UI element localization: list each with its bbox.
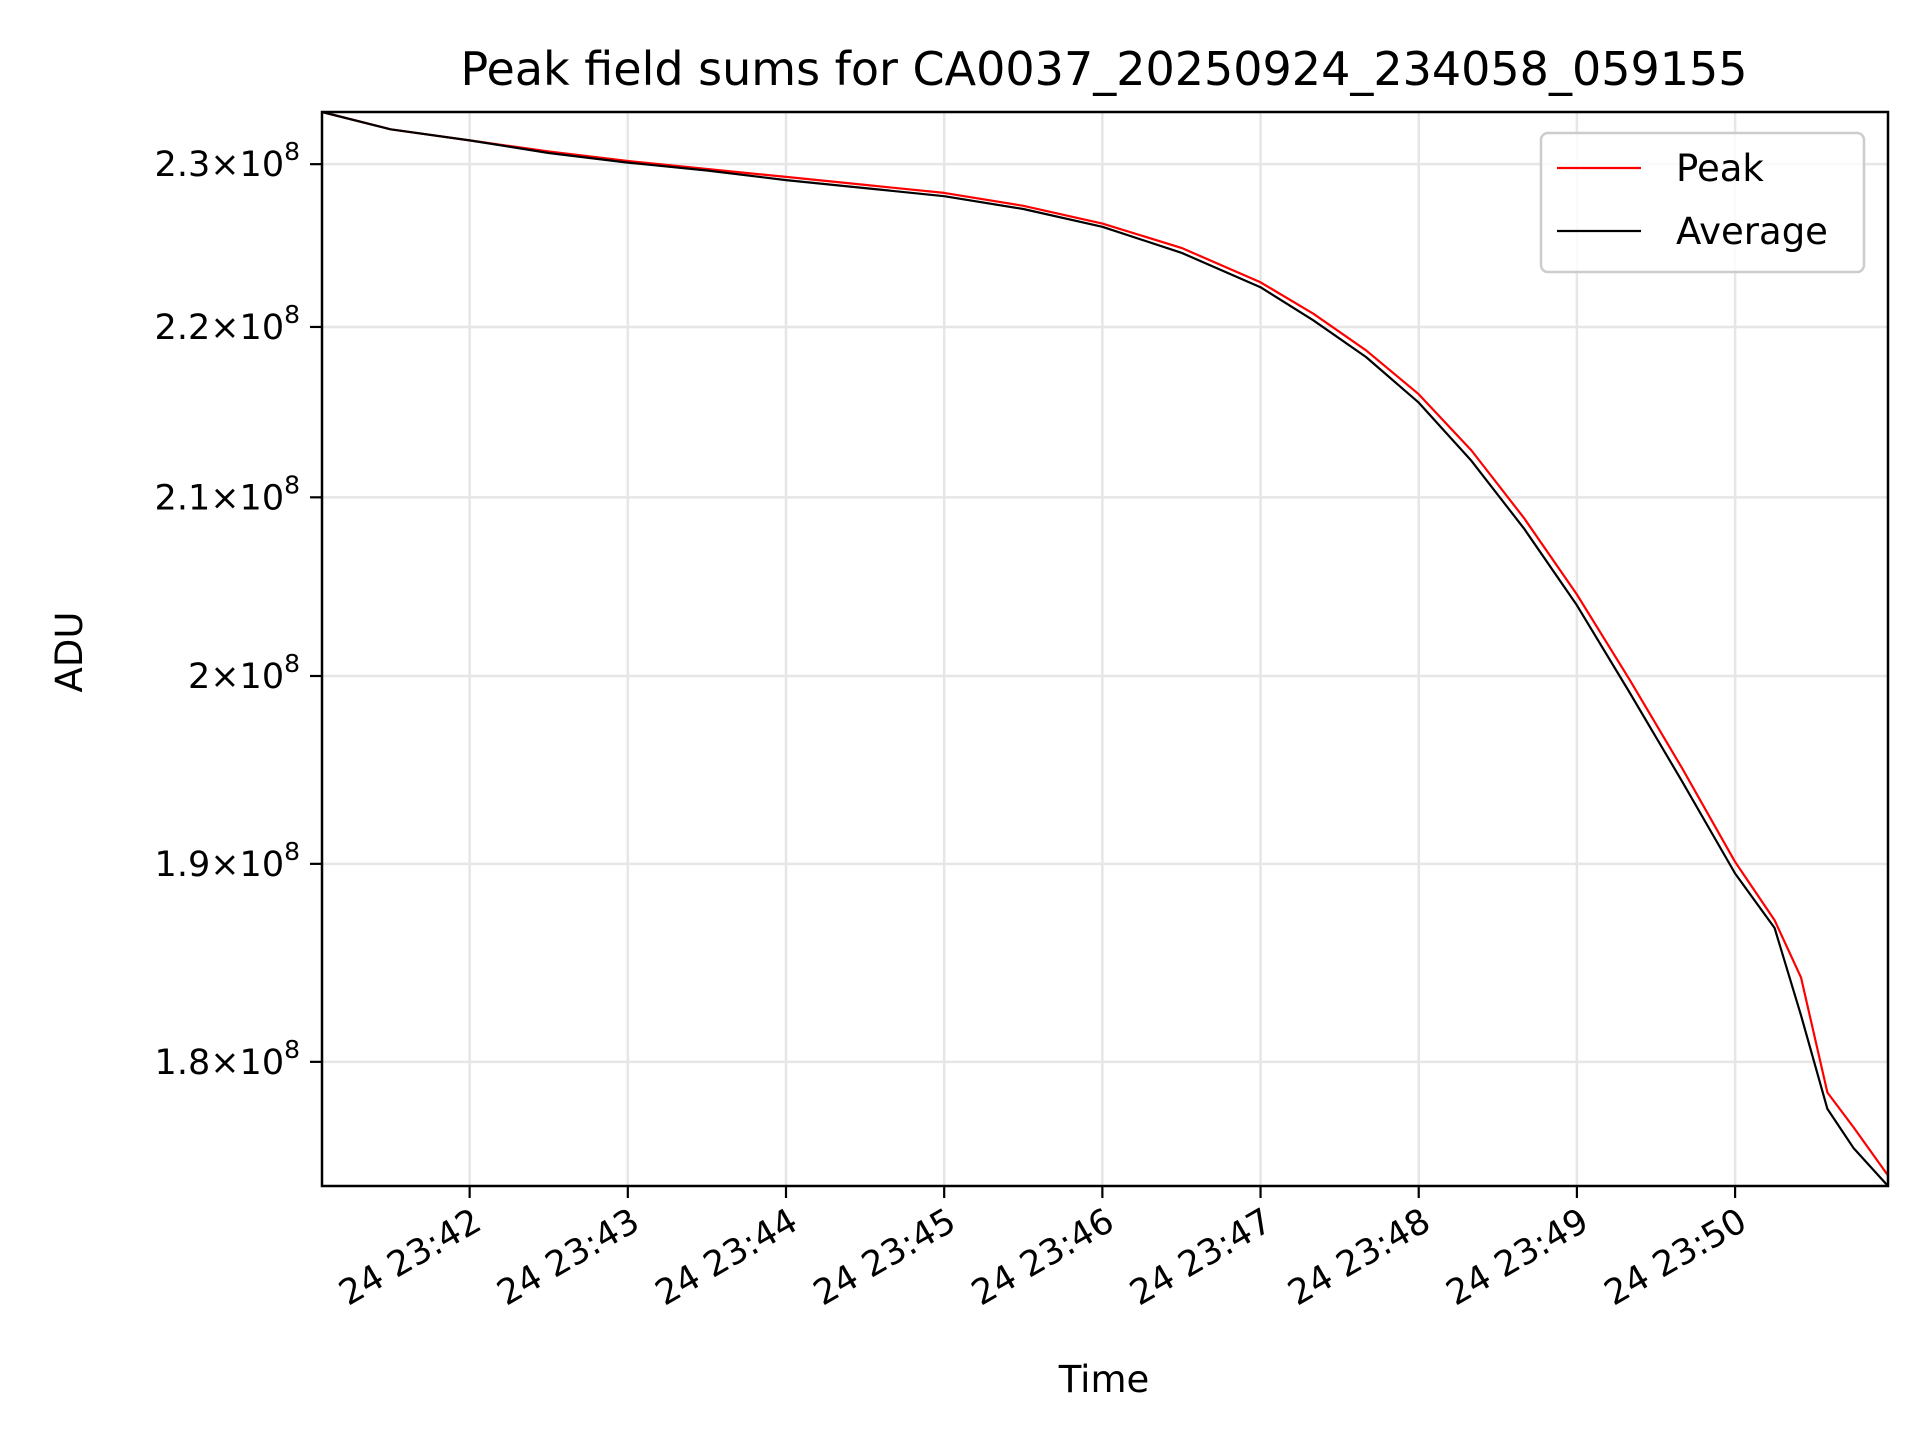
legend: Peak Average <box>1539 131 1866 274</box>
y-tick-mantissa: 2.3 <box>155 145 211 185</box>
legend-label-average: Average <box>1676 210 1828 253</box>
y-tick-mantissa: 1.8 <box>155 1043 211 1083</box>
y-tick-times-ten: ×10 <box>210 1043 284 1083</box>
y-tick-exponent: 8 <box>284 137 300 166</box>
y-axis-title: ADU <box>48 612 91 693</box>
y-tick-label: 1.8×108 <box>155 1035 300 1083</box>
series-lines <box>321 110 1889 1187</box>
series-line-peak <box>321 110 1889 1177</box>
y-tick-times-ten: ×10 <box>210 845 284 885</box>
y-tick-mantissa: 2 <box>188 657 210 697</box>
y-tick-label: 2×108 <box>188 649 300 697</box>
y-tick-times-ten: ×10 <box>210 657 284 697</box>
y-tick-label: 1.9×108 <box>155 837 300 885</box>
y-tick-times-ten: ×10 <box>210 145 284 185</box>
plot-frame <box>320 110 1890 1188</box>
y-tick-mantissa: 2.2 <box>155 308 211 348</box>
y-tick-exponent: 8 <box>284 470 300 499</box>
x-axis-title: Time <box>1058 1358 1150 1401</box>
y-tick-label: 2.3×108 <box>155 137 300 185</box>
y-tick-exponent: 8 <box>284 837 300 866</box>
y-tick-times-ten: ×10 <box>210 478 284 518</box>
y-tick-exponent: 8 <box>284 300 300 329</box>
series-line-average <box>321 110 1889 1187</box>
y-tick-exponent: 8 <box>284 649 300 678</box>
y-tick-exponent: 8 <box>284 1035 300 1064</box>
y-tick-times-ten: ×10 <box>210 308 284 348</box>
chart-title: Peak field sums for CA0037_20250924_2340… <box>460 42 1747 96</box>
legend-label-peak: Peak <box>1676 147 1764 190</box>
y-tick-label: 2.2×108 <box>155 300 300 348</box>
y-tick-mantissa: 2.1 <box>155 478 211 518</box>
y-tick-label: 2.1×108 <box>155 470 300 518</box>
y-tick-mantissa: 1.9 <box>155 845 211 885</box>
